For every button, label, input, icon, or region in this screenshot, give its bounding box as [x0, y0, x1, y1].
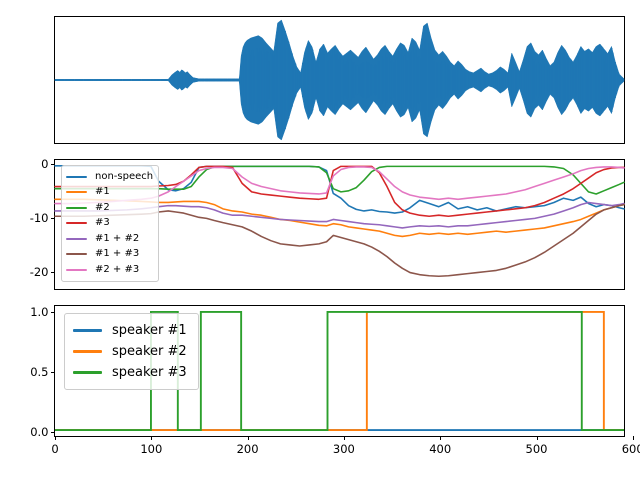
- waveform-panel: [54, 16, 625, 144]
- score-y-tick: [51, 164, 55, 166]
- score-y-tick-label: -20: [29, 265, 49, 280]
- legend-line-icon: [66, 175, 87, 178]
- speaker-x-tick-label: 100: [140, 442, 163, 456]
- score-series-2: [54, 165, 625, 195]
- speaker-legend-item: speaker #2: [73, 341, 187, 362]
- score-legend-label: #3: [95, 217, 110, 229]
- legend-line-icon: [66, 191, 87, 194]
- score-legend-item: #2 + #3: [66, 262, 153, 278]
- speaker-legend-label: speaker #3: [112, 365, 187, 380]
- score-legend: non-speech #1 #2 #3 #1 + #2 #1 + #3 #2 + #3: [61, 165, 160, 282]
- score-y-tick-label: -10: [29, 211, 49, 226]
- score-legend-item: non-speech: [66, 169, 153, 185]
- score-legend-item: #1 + #3: [66, 247, 153, 263]
- score-legend-item: #3: [66, 216, 153, 232]
- speaker-x-tick: [343, 436, 345, 440]
- score-series-0: [54, 165, 625, 214]
- score-legend-label: #2: [95, 201, 110, 213]
- score-legend-label: non-speech: [95, 170, 154, 182]
- score-legend-label: #1 + #3: [95, 248, 140, 260]
- score-series-6: [54, 166, 625, 205]
- legend-line-icon: [66, 268, 87, 271]
- speaker-x-tick-label: 500: [525, 442, 548, 456]
- score-legend-label: #1: [95, 186, 110, 198]
- speaker-x-tick-label: 0: [51, 442, 59, 456]
- speaker-activity-plot: [55, 310, 624, 432]
- speaker-legend-label: speaker #1: [112, 323, 187, 338]
- legend-line-icon: [66, 237, 87, 240]
- waveform-plot: [54, 19, 625, 141]
- score-legend-label: #1 + #2: [95, 232, 140, 244]
- speaker-x-tick-label: 300: [332, 442, 355, 456]
- score-y-tick-label: 0: [41, 157, 49, 172]
- speaker-step-series-2: [55, 310, 624, 432]
- legend-line-icon: [73, 329, 102, 332]
- speaker-x-tick-label: 600: [621, 442, 640, 456]
- speaker-legend-label: speaker #2: [112, 344, 187, 359]
- score-series-1: [54, 198, 625, 238]
- speaker-x-tick: [247, 436, 249, 440]
- speaker-legend: speaker #1 speaker #2 speaker #3: [64, 313, 199, 390]
- legend-line-icon: [66, 253, 87, 256]
- speaker-x-tick: [440, 436, 442, 440]
- score-legend-item: #2: [66, 200, 153, 216]
- speaker-x-tick: [632, 436, 634, 440]
- score-panel: 0 -10 -20 non-speech #1 #2 #3 #1 + #2 #1 + #3 #2…: [30, 157, 625, 290]
- speaker-activity-panel: 0.0 0.5 1.0 0 100 200 300 400 500 600 speaker #1…: [30, 305, 640, 456]
- score-y-tick: [51, 272, 55, 274]
- score-legend-item: #1 + #2: [66, 231, 153, 247]
- speaker-x-tick: [536, 436, 538, 440]
- speaker-legend-item: speaker #1: [73, 320, 187, 341]
- speaker-legend-item: speaker #3: [73, 362, 187, 383]
- speaker-x-tick-label: 200: [236, 442, 259, 456]
- score-y-tick: [51, 218, 55, 220]
- waveform-envelope: [54, 19, 625, 141]
- speaker-y-tick: [51, 432, 55, 434]
- score-series-5: [54, 203, 625, 278]
- legend-line-icon: [66, 222, 87, 225]
- speaker-y-tick-label: 1.0: [30, 305, 49, 319]
- score-series-4: [54, 201, 625, 229]
- score-legend-label: #2 + #3: [95, 263, 140, 275]
- speaker-x-tick: [151, 436, 153, 440]
- speaker-y-tick: [51, 312, 55, 314]
- legend-line-icon: [66, 206, 87, 209]
- legend-line-icon: [73, 371, 102, 374]
- speaker-y-tick-label: 0.5: [30, 365, 49, 379]
- speaker-x-tick: [55, 436, 57, 440]
- legend-line-icon: [73, 350, 102, 353]
- speaker-x-tick-label: 400: [429, 442, 452, 456]
- speaker-y-tick: [51, 372, 55, 374]
- score-plot: [54, 165, 625, 278]
- speaker-y-tick-label: 0.0: [30, 425, 49, 439]
- score-legend-item: #1: [66, 185, 153, 201]
